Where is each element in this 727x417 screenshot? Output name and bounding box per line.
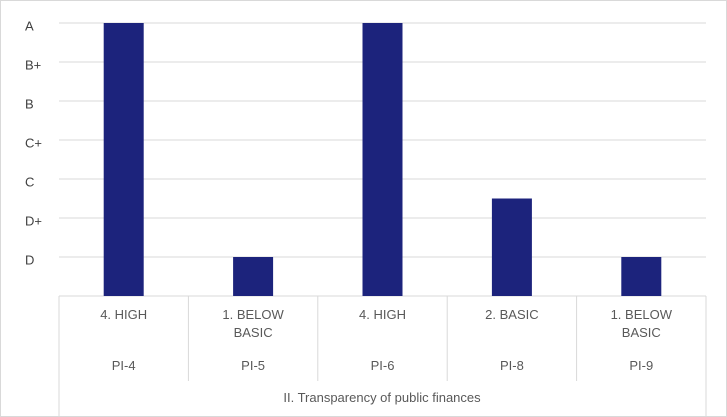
y-tick-label: C+ bbox=[25, 135, 42, 150]
y-tick-label: B bbox=[25, 96, 34, 111]
bar bbox=[103, 23, 144, 296]
y-tick-label: D+ bbox=[25, 213, 42, 228]
bar bbox=[233, 257, 274, 296]
score-label: 2. BASIC bbox=[485, 307, 539, 322]
score-label: 1. BELOW BASIC bbox=[610, 307, 672, 340]
bar bbox=[362, 23, 403, 296]
y-tick-label: A bbox=[25, 18, 34, 33]
score-label: 4. HIGH bbox=[100, 307, 148, 322]
x-tick-label: PI-9 bbox=[629, 358, 654, 373]
y-tick-label: C bbox=[25, 174, 34, 189]
y-tick-label: D bbox=[25, 252, 34, 267]
group-label: II. Transparency of public finances bbox=[283, 390, 481, 405]
y-tick-label: B+ bbox=[25, 57, 41, 72]
bar bbox=[621, 257, 662, 296]
x-tick-label: PI-8 bbox=[499, 358, 524, 373]
score-label: 4. HIGH bbox=[359, 307, 406, 322]
x-tick-label: PI-4 bbox=[111, 358, 136, 373]
score-label: 1. BELOW BASIC bbox=[222, 307, 284, 340]
x-tick-label: PI-6 bbox=[370, 358, 395, 373]
x-tick-label: PI-5 bbox=[241, 358, 266, 373]
bar bbox=[491, 198, 532, 296]
